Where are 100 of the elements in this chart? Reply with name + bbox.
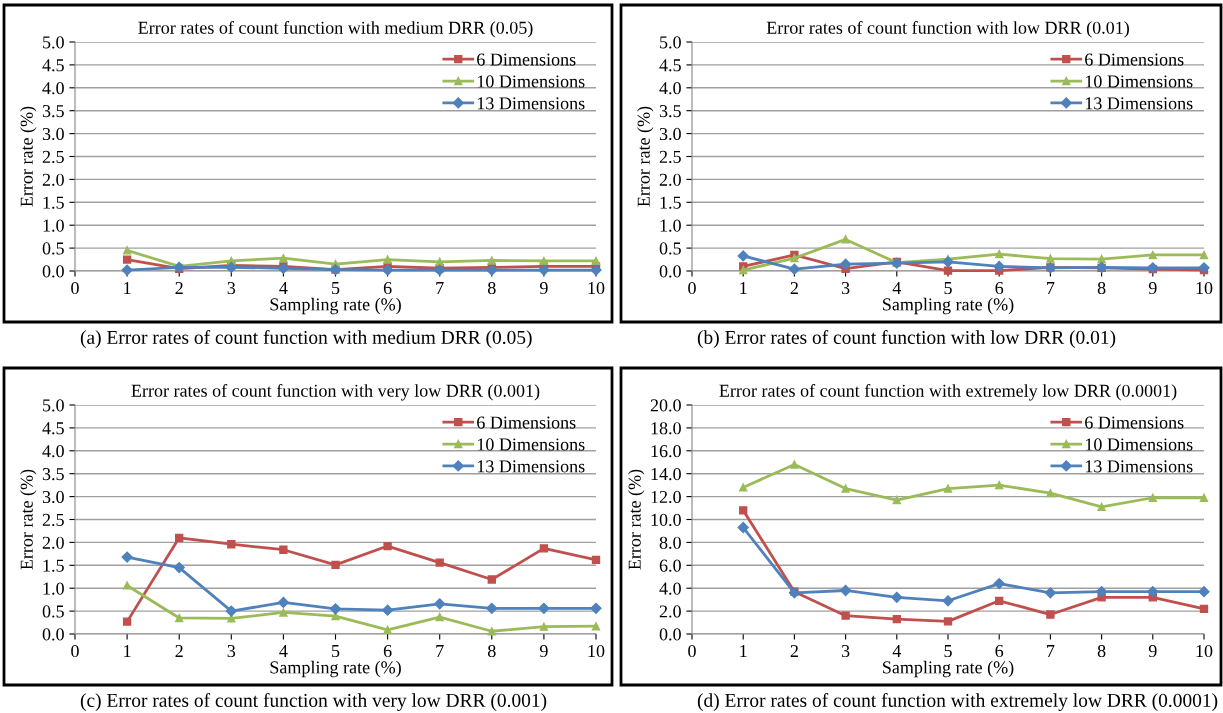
x-tick-label: 5 — [944, 282, 952, 295]
x-tick-label: 4 — [279, 282, 288, 294]
chart-title: Error rates of count function with extremely low DRR (0.0001) — [719, 383, 1177, 401]
y-tick-label: 1.0 — [43, 219, 64, 232]
x-tick-label: 8 — [487, 281, 496, 295]
x-tick-label: 3 — [841, 281, 850, 295]
x-tick-label: 6 — [383, 644, 392, 658]
x-tick-label: 9 — [1148, 281, 1157, 295]
y-tick-label: 3.0 — [659, 127, 681, 141]
y-tick-label: 4.0 — [659, 82, 681, 95]
x-tick-label: 6 — [383, 281, 392, 295]
y-tick-label: 1.5 — [660, 196, 681, 209]
y-tick-label: 0.0 — [42, 628, 64, 641]
y-axis-title: Error rate (%) — [628, 469, 645, 570]
x-axis-title: Sampling rate (%) — [270, 660, 401, 678]
x-tick-label: 1 — [124, 282, 131, 294]
legend-label: 13 Dimensions — [1085, 460, 1193, 473]
y-axis-title: Error rate (%) — [20, 469, 37, 570]
legend-label: 6 Dimensions — [1085, 416, 1184, 429]
y-tick-label: 3.5 — [42, 105, 64, 118]
y-tick-label: 2.5 — [42, 513, 64, 527]
y-tick-label: 4.5 — [42, 59, 64, 72]
y-tick-label: 3.5 — [659, 105, 681, 118]
legend-label: 13 Dimensions — [477, 97, 585, 110]
text: (b) Error rates of count function with low DRR (0.01) — [697, 330, 1116, 348]
y-tick-label: 0.0 — [42, 265, 64, 278]
y-tick-label: 4.0 — [659, 582, 681, 595]
x-tick-label: 4 — [892, 282, 902, 294]
text: (d) Error rates of count function with extremely low DRR (0.0001) — [697, 693, 1218, 711]
y-tick-label: 2.5 — [42, 150, 64, 164]
y-tick-label: 14.0 — [651, 467, 681, 481]
legend-label: 10 Dimensions — [1085, 75, 1193, 88]
x-tick-label: 9 — [1148, 644, 1157, 658]
y-tick-label: 0.5 — [42, 242, 64, 255]
chart-title: Error rates of count function with medium DRR (0.05) — [138, 20, 533, 38]
x-tick-label: 5 — [332, 645, 340, 658]
legend-label: 10 Dimensions — [1085, 438, 1193, 451]
legend-label: 13 Dimensions — [477, 460, 585, 473]
y-tick-label: 10.0 — [651, 513, 681, 527]
x-tick-label: 0 — [688, 281, 696, 295]
x-tick-label: 4 — [279, 645, 288, 657]
x-tick-label: 10 — [588, 281, 605, 295]
y-tick-label: 5.0 — [43, 399, 64, 412]
legend-label: 10 Dimensions — [477, 75, 585, 88]
x-tick-label: 0 — [71, 644, 79, 658]
x-tick-label: 2 — [790, 644, 798, 657]
x-tick-label: 7 — [1047, 645, 1055, 657]
x-tick-label: 9 — [539, 644, 548, 658]
legend-label: 6 Dimensions — [1085, 53, 1184, 66]
y-tick-label: 2.0 — [659, 173, 681, 186]
x-tick-label: 5 — [332, 282, 340, 295]
x-tick-label: 10 — [1196, 644, 1213, 658]
y-tick-label: 2.5 — [659, 150, 681, 164]
x-tick-label: 7 — [1047, 282, 1055, 294]
x-tick-label: 4 — [892, 645, 902, 657]
y-axis-title: Error rate (%) — [637, 106, 654, 207]
y-tick-label: 5.0 — [660, 36, 681, 49]
text: (a) Error rates of count function with medium DRR (0.05) — [80, 330, 532, 348]
x-tick-label: 5 — [944, 645, 952, 658]
x-tick-label: 8 — [1097, 281, 1106, 295]
y-tick-label: 2.0 — [42, 173, 64, 186]
x-tick-label: 6 — [995, 644, 1004, 658]
x-axis-title: Sampling rate (%) — [883, 297, 1014, 315]
x-tick-label: 7 — [436, 282, 444, 294]
x-tick-label: 1 — [124, 645, 131, 657]
x-tick-label: 1 — [740, 282, 747, 294]
y-tick-label: 8.0 — [659, 536, 681, 549]
y-tick-label: 20.0 — [650, 399, 681, 412]
x-tick-label: 9 — [539, 281, 548, 295]
x-tick-label: 0 — [71, 281, 79, 295]
x-tick-label: 2 — [175, 281, 183, 294]
y-tick-label: 3.5 — [42, 468, 64, 481]
chart-title: Error rates of count function with low DRR (0.01) — [766, 20, 1129, 38]
y-tick-label: 18.0 — [651, 422, 681, 435]
y-tick-label: 4.5 — [659, 59, 681, 72]
y-tick-label: 1.5 — [43, 559, 64, 572]
y-tick-label: 4.0 — [42, 445, 64, 458]
chart-title: Error rates of count function with very low DRR (0.001) — [131, 383, 540, 401]
legend-label: 10 Dimensions — [477, 438, 585, 451]
y-tick-label: 3.0 — [42, 127, 64, 141]
x-tick-label: 8 — [487, 644, 496, 658]
y-tick-label: 5.0 — [43, 36, 64, 49]
y-tick-label: 12.0 — [651, 490, 681, 504]
y-tick-label: 0.5 — [659, 242, 681, 255]
legend-label: 6 Dimensions — [477, 53, 576, 66]
y-tick-label: 1.0 — [660, 219, 681, 232]
x-tick-label: 6 — [995, 281, 1004, 295]
y-tick-label: 0.0 — [659, 265, 681, 278]
legend-label: 13 Dimensions — [1085, 97, 1193, 110]
legend-label: 6 Dimensions — [477, 416, 576, 429]
x-tick-label: 2 — [790, 281, 798, 294]
y-tick-label: 0.0 — [659, 628, 681, 641]
x-tick-label: 2 — [175, 644, 183, 657]
y-tick-label: 0.5 — [42, 605, 64, 618]
y-tick-label: 4.0 — [42, 82, 64, 95]
x-axis-title: Sampling rate (%) — [883, 660, 1014, 678]
y-tick-label: 3.0 — [42, 490, 64, 504]
y-axis-title: Error rate (%) — [20, 106, 37, 207]
x-tick-label: 8 — [1097, 644, 1106, 658]
x-tick-label: 10 — [1196, 281, 1213, 295]
